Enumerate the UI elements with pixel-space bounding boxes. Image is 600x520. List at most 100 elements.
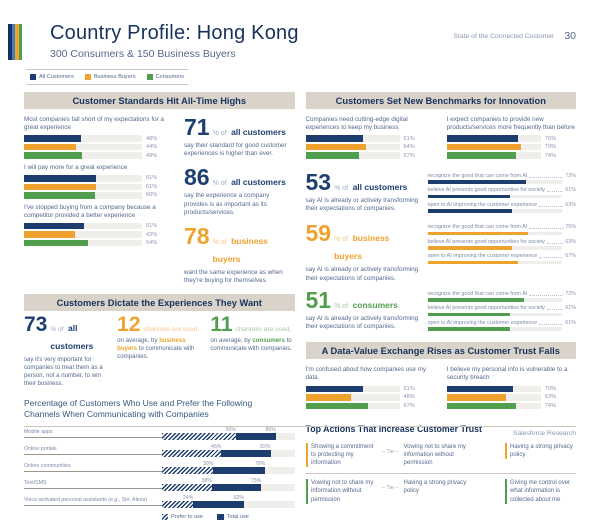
stat-description: say their standard for good customer exp… <box>184 142 287 158</box>
channel-bar: 24% 62% <box>161 495 295 509</box>
action-item: Giving me control over what information … <box>504 479 577 504</box>
stat-number: 11 <box>210 313 233 337</box>
desc-post: to communicate with companies. <box>210 337 292 353</box>
total-value: 75% <box>250 477 262 484</box>
leader-dots-icon <box>546 242 564 244</box>
desc-post: to communicate with companies. <box>117 345 195 360</box>
stat-number: 53 <box>305 168 332 195</box>
bar-row: 63% <box>446 394 576 401</box>
bar-fill <box>24 143 76 151</box>
stat-description: say AI is already or actively transformi… <box>305 314 419 330</box>
ai-stat-fill <box>427 327 510 331</box>
prefer-segment <box>161 450 222 458</box>
ai-mini-bars: recognize the good that can come from AI… <box>427 223 576 282</box>
prefer-value: 24% <box>183 494 194 501</box>
ai-block-business-buyers: 59% of business buyers say AI is already… <box>306 222 577 282</box>
bar-track <box>305 385 400 393</box>
total-value: 82% <box>260 443 271 450</box>
prefer-swatch-icon <box>161 513 168 520</box>
stat-highlight: 71% of all customers say their standard … <box>184 114 295 158</box>
legend-label: Prefer to use <box>171 514 204 520</box>
page-subtitle: 300 Consumers & 150 Business Buyers <box>50 48 236 60</box>
channel-label: Voice-activated personal assistants (e.g… <box>24 497 162 506</box>
stat-audience: business buyers <box>212 235 268 264</box>
legend-swatch-orange-icon <box>84 74 91 80</box>
ai-stat-value: 63% <box>565 201 576 208</box>
bar-value-label: 74% <box>544 152 556 159</box>
action-text: Showing a commitment to protecting my in… <box>311 444 374 467</box>
flag-stripe-blue <box>11 24 15 60</box>
stat-description: on average, by business buyers to commun… <box>117 337 201 361</box>
bar-group-title: I've stopped buying from a company becau… <box>24 203 156 219</box>
bar-value-label: 54% <box>146 240 158 247</box>
ai-stat-value: 63% <box>565 238 576 245</box>
bar-track <box>446 152 541 159</box>
bar-track <box>446 394 541 401</box>
ai-stat-row: open to AI improving the customer experi… <box>427 319 576 331</box>
ai-stat-fill <box>427 231 529 236</box>
stat-description: say AI is already or actively transformi… <box>305 196 419 213</box>
ai-stat-row: believe AI presents good opportunities f… <box>427 238 576 250</box>
bar-track <box>446 385 541 393</box>
legend-label: Consumers <box>155 74 185 80</box>
stat-11-channels: 11 channels are used, on average, by cons… <box>210 313 294 388</box>
innovation-bars: Companies need cutting-edge digital expe… <box>305 111 577 165</box>
bar-row: 57% <box>305 152 435 159</box>
action-text: Vowing not to share my information witho… <box>311 480 374 503</box>
stat-number: 71 <box>184 114 210 140</box>
ai-stat-fill <box>427 246 513 250</box>
flag-stripe-navy <box>8 24 12 60</box>
bar-group: I believe my personal info is vulnerable… <box>446 361 576 411</box>
channel-row: Online communities 39% 78% <box>24 461 295 475</box>
action-item: Having a strong privacy policy <box>504 443 577 460</box>
stat-value-line: 59% of business buyers <box>306 222 420 264</box>
stat-pct-of: % of <box>334 236 349 244</box>
bar-row: 79% <box>446 143 576 151</box>
total-swatch-icon <box>217 513 224 520</box>
bar-row: 49% <box>24 152 174 159</box>
ai-stat-label: recognize the good that can come from AI <box>427 224 528 231</box>
prefer-segment <box>161 433 236 441</box>
leader-dots-icon <box>539 205 564 207</box>
channels-chart-title: Percentage of Customers Who Use and Pref… <box>24 397 253 419</box>
bar-group-title: Companies need cutting-edge digital expe… <box>305 116 408 132</box>
bar-fill <box>24 192 95 199</box>
stat-description: say the experience a company provides is… <box>184 192 270 216</box>
bar-group: I've stopped buying from a company becau… <box>24 204 174 247</box>
stat-audience: consumers <box>352 299 398 310</box>
action-item: Having a strong privacy policy <box>404 479 470 495</box>
ai-stat-fill <box>427 194 510 199</box>
prefer-value: 45% <box>210 443 222 450</box>
ai-block-consumers: 51% of consumers say AI is already or ac… <box>305 288 577 335</box>
ai-stat-fill <box>427 209 513 213</box>
ai-stat: 59% of business buyers say AI is already… <box>306 222 420 282</box>
prefer-value: 56% <box>225 426 236 433</box>
ai-stat-value: 61% <box>565 319 576 326</box>
bar-fill <box>446 135 519 142</box>
bar-row: 76% <box>446 135 576 142</box>
bar-group-title: I believe my personal info is vulnerable… <box>446 366 568 382</box>
legend-item-consumers: Consumers <box>146 74 185 80</box>
top-actions-title: Top Actions That Increase Customer Trust <box>305 424 482 435</box>
ai-stat-row: recognize the good that can come from AI… <box>427 291 576 302</box>
channel-label: Online portals <box>24 446 162 455</box>
bar-value-label: 63% <box>544 394 556 401</box>
stat-number: 78 <box>184 222 210 249</box>
stat-audience: all customers <box>231 177 286 188</box>
bar-group-title: I will pay more for a great experience <box>24 163 128 171</box>
channel-row: Online portals 45% 82% <box>24 443 295 458</box>
stat-description: want the same experience as when they're… <box>184 268 283 285</box>
page-header: Country Profile: Hong Kong 300 Consumers… <box>0 0 600 60</box>
desc-audience: business buyers <box>117 337 186 353</box>
bar-row: 51% <box>24 222 174 230</box>
ai-stat-label-row: believe AI presents good opportunities f… <box>428 305 577 311</box>
prefer-segment <box>161 501 194 509</box>
channel-bar: 39% 78% <box>161 461 295 475</box>
color-legend: All Customers Business Buyers Consumers <box>26 69 189 85</box>
ai-block-all-customers: 53% of all customers say AI is already o… <box>305 168 576 217</box>
ai-stat-row: believe AI presents good opportunities f… <box>427 187 576 199</box>
page-title: Country Profile: Hong Kong <box>50 22 299 44</box>
stat-pct-of: % of <box>50 326 64 334</box>
bar-value-label: 76% <box>544 135 556 142</box>
ai-stat-label: open to AI improving the customer experi… <box>427 319 538 326</box>
